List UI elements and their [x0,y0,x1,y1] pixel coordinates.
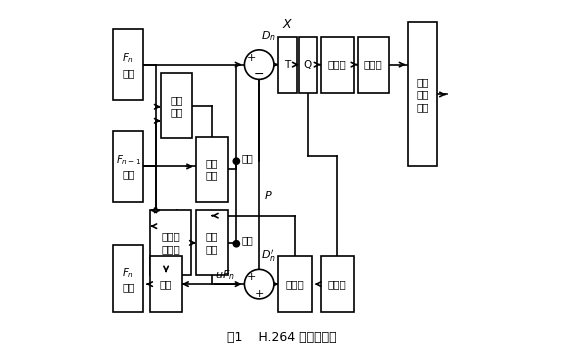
Text: $F_n$
重建: $F_n$ 重建 [122,266,135,292]
Text: 图1    H.264 编码器结构: 图1 H.264 编码器结构 [227,331,337,344]
Text: −: − [254,68,265,81]
Text: 重排序: 重排序 [328,59,347,70]
FancyBboxPatch shape [358,36,389,93]
Text: T: T [284,59,291,70]
FancyBboxPatch shape [113,131,143,201]
FancyBboxPatch shape [279,36,297,93]
Text: +: + [246,273,255,282]
FancyBboxPatch shape [196,210,227,275]
Circle shape [244,50,274,79]
FancyBboxPatch shape [196,137,227,201]
Text: 运动
补偿: 运动 补偿 [205,158,218,180]
Circle shape [244,269,274,299]
Text: 帧内
预测: 帧内 预测 [205,232,218,254]
Text: 帧内预
测选择: 帧内预 测选择 [161,232,180,254]
Text: 反变换: 反变换 [286,279,305,289]
FancyBboxPatch shape [113,245,143,312]
Text: $X$: $X$ [282,18,293,31]
Text: 滤波: 滤波 [160,279,173,289]
FancyBboxPatch shape [150,256,182,312]
Text: Q: Q [304,59,312,70]
Text: $D_n$: $D_n$ [261,29,276,43]
Text: $F_{n-1}$
参考: $F_{n-1}$ 参考 [116,153,141,179]
FancyBboxPatch shape [408,22,437,166]
FancyBboxPatch shape [161,73,192,138]
Text: 帧间: 帧间 [241,153,253,163]
Text: 反量化: 反量化 [328,279,347,289]
Circle shape [232,240,240,247]
Text: 运动
估计: 运动 估计 [170,95,183,117]
FancyBboxPatch shape [321,256,354,312]
Text: +: + [254,289,264,299]
Circle shape [232,157,240,165]
Text: $D_n'$: $D_n'$ [261,248,276,264]
FancyBboxPatch shape [321,36,354,93]
Text: $uF_n$: $uF_n$ [214,268,235,282]
Text: $F_n$
当前: $F_n$ 当前 [122,52,135,78]
Text: 帧内: 帧内 [241,235,253,245]
FancyBboxPatch shape [150,210,191,275]
FancyBboxPatch shape [299,36,317,93]
Text: 熵编码: 熵编码 [364,59,383,70]
FancyBboxPatch shape [279,256,312,312]
Text: $P$: $P$ [265,189,273,201]
Text: +: + [246,53,255,63]
FancyBboxPatch shape [113,29,143,100]
Text: 网络
自适
应层: 网络 自适 应层 [416,77,429,112]
